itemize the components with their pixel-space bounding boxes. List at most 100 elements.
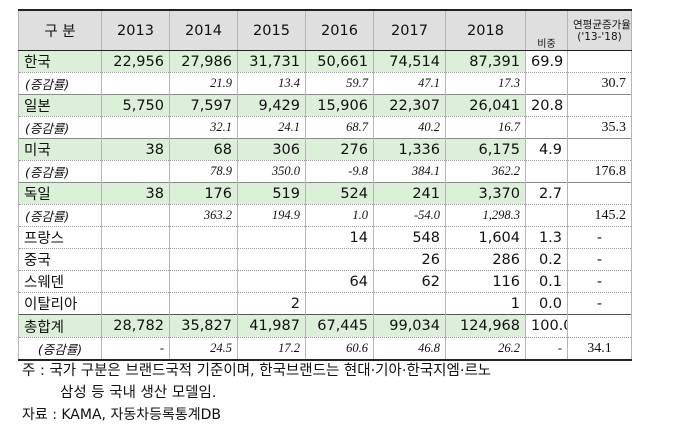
year-cell: [169, 292, 238, 315]
row-label: 일본: [18, 94, 102, 117]
year-cell: [237, 226, 306, 249]
cagr-cell: -: [567, 270, 632, 293]
year-cell: 306: [237, 138, 306, 161]
year-cell: 40.2: [373, 116, 446, 139]
year-cell: [101, 116, 170, 139]
share-cell: 20.8: [525, 94, 568, 117]
year-cell: 1.0: [305, 204, 374, 227]
header-cagr: 연평균증가율 ('13-'18): [567, 9, 632, 51]
year-cell: 13.4: [237, 72, 306, 95]
year-cell: 363.2: [169, 204, 238, 227]
year-cell: [237, 248, 306, 271]
row-label: 프랑스: [18, 226, 102, 249]
year-cell: -9.8: [305, 160, 374, 183]
year-cell: 276: [305, 138, 374, 161]
year-cell: 9,429: [237, 94, 306, 117]
year-cell: 362.2: [445, 160, 526, 183]
country-row: 독일 38 176 519 524 241 3,370 2.7: [18, 182, 632, 205]
share-cell: 100.0: [525, 314, 568, 338]
share-cell: -: [525, 337, 568, 361]
header-year: 2018: [445, 9, 526, 51]
source-line: 자료 : KAMA, 자동차등록통계DB: [22, 407, 221, 423]
growth-row: (증감률) -24.5 17.2 60.6 46.8 26.2-34.1: [18, 337, 632, 361]
share-cell: 4.9: [525, 138, 568, 161]
header-cagr-line2: ('13-'18): [577, 30, 622, 43]
row-label: (증감률): [18, 337, 102, 361]
year-cell: 47.1: [373, 72, 446, 95]
year-cell: 17.2: [237, 337, 306, 361]
year-cell: 35,827: [169, 314, 238, 338]
year-cell: 286: [445, 248, 526, 271]
year-cell: 87,391: [445, 50, 526, 73]
year-cell: 32.1: [169, 116, 238, 139]
year-cell: 68.7: [305, 116, 374, 139]
header-year: 2013: [101, 9, 170, 51]
year-cell: 74,514: [373, 50, 446, 73]
cagr-cell: [567, 138, 632, 161]
growth-row: (증감률) 32.1 24.1 68.7 40.2 16.7 35.3: [18, 116, 632, 139]
header-year: 2016: [305, 9, 374, 51]
row-label: 한국: [18, 50, 102, 73]
cagr-cell: -: [567, 248, 632, 271]
note-line-1: 주 : 국가 구분은 브랜드국적 기준이며, 한국브랜드는 현대·기아·한국지엠…: [22, 363, 492, 379]
year-cell: 26,041: [445, 94, 526, 117]
share-cell: 0.1: [525, 270, 568, 293]
year-cell: [169, 270, 238, 293]
year-cell: 384.1: [373, 160, 446, 183]
cagr-cell: [567, 94, 632, 117]
growth-row: (증감률) 78.9 350.0 -9.8 384.1 362.2 176.8: [18, 160, 632, 183]
header-share-spacer: [525, 9, 568, 34]
year-cell: [373, 292, 446, 315]
row-label: 이탈리아: [18, 292, 102, 315]
year-cell: 50,661: [305, 50, 374, 73]
cagr-cell: -: [567, 292, 632, 315]
year-cell: 41,987: [237, 314, 306, 338]
share-cell: 0.2: [525, 248, 568, 271]
year-cell: -54.0: [373, 204, 446, 227]
growth-row: (증감률) 363.2 194.9 1.0 -54.0 1,298.3 145.2: [18, 204, 632, 227]
year-cell: 31,731: [237, 50, 306, 73]
country-row: 미국 38 68 306 276 1,336 6,175 4.9: [18, 138, 632, 161]
growth-row: (증감률) 21.9 13.4 59.7 47.1 17.3 30.7: [18, 72, 632, 95]
year-cell: [305, 292, 374, 315]
note-line-2: 삼성 등 국내 생산 모델임.: [60, 385, 217, 401]
year-cell: [101, 160, 170, 183]
country-row: 한국 22,956 27,986 31,731 50,661 74,514 87,391 69…: [18, 50, 632, 73]
cagr-cell: 145.2: [567, 204, 632, 227]
year-cell: 67,445: [305, 314, 374, 338]
year-cell: 38: [101, 182, 170, 205]
share-cell: 1.3: [525, 226, 568, 249]
header-year: 2017: [373, 9, 446, 51]
share-cell: 69.9: [525, 50, 568, 73]
year-cell: 16.7: [445, 116, 526, 139]
share-cell: [525, 160, 568, 183]
year-cell: [101, 204, 170, 227]
header-row: 구 분 2013 2014 2015 2016 2017 2018 연평균증가율…: [18, 9, 632, 51]
year-cell: 548: [373, 226, 446, 249]
share-cell: [525, 116, 568, 139]
year-cell: 116: [445, 270, 526, 293]
year-cell: 78.9: [169, 160, 238, 183]
year-cell: 350.0: [237, 160, 306, 183]
cagr-cell: [567, 50, 632, 73]
year-cell: [169, 248, 238, 271]
year-cell: [101, 248, 170, 271]
year-cell: 26: [373, 248, 446, 271]
cagr-cell: 35.3: [567, 116, 632, 139]
year-cell: [101, 292, 170, 315]
year-cell: [237, 270, 306, 293]
country-row: 이탈리아 2 1 0.0-: [18, 292, 632, 315]
header-category: 구 분: [18, 9, 102, 51]
year-cell: 64: [305, 270, 374, 293]
country-row: 스웨덴 64 62 116 0.1-: [18, 270, 632, 293]
header-year: 2014: [169, 9, 238, 51]
header-year: 2015: [237, 9, 306, 51]
year-cell: 21.9: [169, 72, 238, 95]
year-cell: 1,604: [445, 226, 526, 249]
year-cell: 1,298.3: [445, 204, 526, 227]
year-cell: 241: [373, 182, 446, 205]
row-label: 미국: [18, 138, 102, 161]
year-cell: 2: [237, 292, 306, 315]
year-cell: [101, 72, 170, 95]
year-cell: 17.3: [445, 72, 526, 95]
